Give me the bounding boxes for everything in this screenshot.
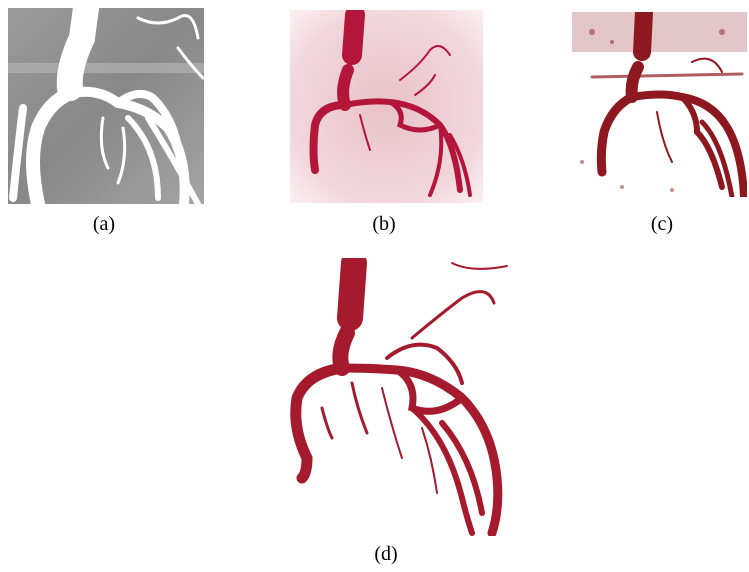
panel-d-image — [272, 258, 510, 536]
panel-label: (c) — [651, 213, 673, 236]
panel-label: (d) — [374, 543, 397, 566]
panel-c-image — [572, 12, 747, 197]
panel-label: (b) — [372, 213, 395, 236]
panel-label: (a) — [93, 213, 115, 236]
panel-a-image — [8, 8, 204, 204]
panel-b-image — [290, 10, 483, 203]
figure: (a) (b) — [0, 0, 749, 572]
